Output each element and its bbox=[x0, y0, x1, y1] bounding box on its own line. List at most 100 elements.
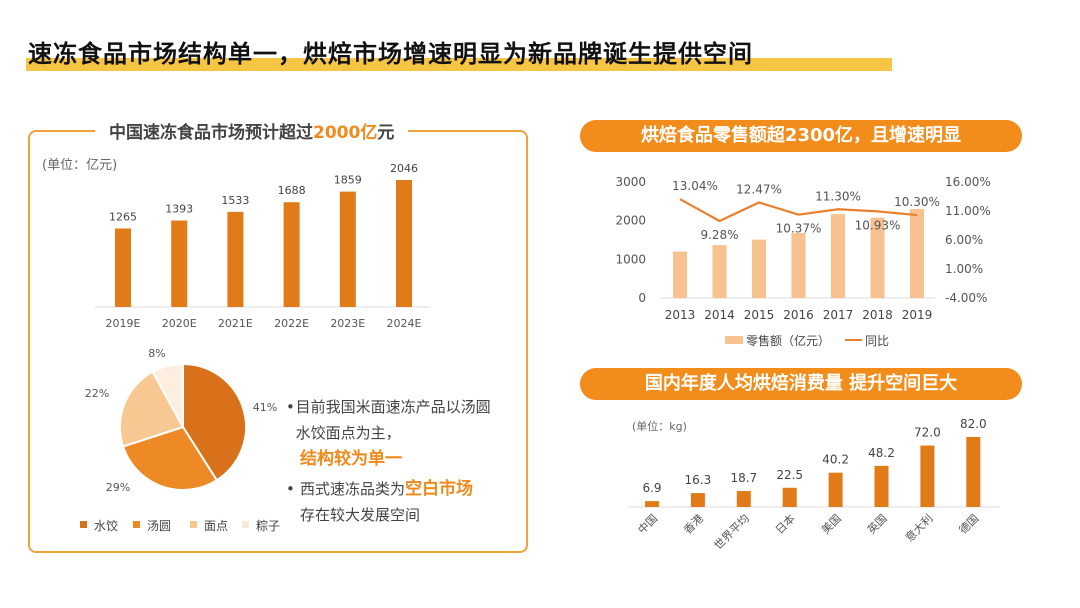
x-tick-香港: 香港 bbox=[681, 512, 706, 537]
growth-label-2014: 9.28% bbox=[700, 228, 738, 242]
data-label-香港: 16.3 bbox=[685, 473, 712, 487]
x-tick-世界平均: 世界平均 bbox=[712, 512, 752, 552]
bar-2017 bbox=[831, 214, 845, 298]
x-tick-2019: 2019 bbox=[902, 308, 933, 322]
growth-label-2018: 10.93% bbox=[855, 218, 901, 232]
bullet-1-highlight: 结构较为单一 bbox=[300, 449, 402, 469]
bar-2019E bbox=[115, 228, 131, 307]
unit-label: (单位：亿元) bbox=[42, 158, 118, 173]
x-tick-2014: 2014 bbox=[704, 308, 735, 322]
legend-swatch-粽子 bbox=[242, 521, 249, 528]
x-tick-中国: 中国 bbox=[635, 512, 660, 537]
legend-swatch-水饺 bbox=[80, 521, 87, 528]
title-suffix: 元 bbox=[377, 123, 395, 143]
bakery-sales-header: 烘焙食品零售额超2300亿，且增速明显 bbox=[580, 120, 1022, 152]
legend-swatch-汤圆 bbox=[133, 521, 140, 528]
pie-slice-汤圆 bbox=[121, 425, 219, 491]
bullet-2-highlight: 空白市场 bbox=[405, 479, 474, 499]
data-label-2024E: 2046 bbox=[390, 162, 418, 175]
bar-2013 bbox=[673, 251, 687, 298]
bar-2019 bbox=[910, 209, 924, 298]
title-highlight bbox=[26, 58, 892, 71]
data-label-英国: 48.2 bbox=[868, 446, 895, 460]
bar-2020E bbox=[171, 220, 188, 307]
x-tick-2019E: 2019E bbox=[106, 317, 141, 330]
x-tick-英国: 英国 bbox=[864, 511, 889, 536]
x-tick-2018: 2018 bbox=[862, 308, 893, 322]
bar-中国 bbox=[645, 501, 659, 507]
data-label-德国: 82.0 bbox=[960, 417, 987, 431]
x-tick-日本: 日本 bbox=[772, 511, 797, 536]
legend-swatch-面点 bbox=[190, 521, 197, 528]
bar-2015 bbox=[752, 239, 766, 298]
legend-swatch-sales bbox=[725, 336, 743, 344]
pie-label-粽子: 8% bbox=[148, 347, 165, 360]
x-tick-2020E: 2020E bbox=[162, 317, 197, 330]
data-label-美国: 40.2 bbox=[822, 453, 849, 467]
x-tick-2016: 2016 bbox=[783, 308, 814, 322]
y2-tick--4.00%: -4.00% bbox=[945, 291, 987, 305]
x-tick-2013: 2013 bbox=[665, 308, 696, 322]
bullet-2: • 西式速冻品类为空白市场 存在较大发展空间 bbox=[286, 476, 516, 528]
bar-意大利 bbox=[920, 445, 935, 507]
bullet-1: • 目前我国米面速冻产品以汤圆水饺面点为主， 结构较为单一 bbox=[286, 394, 501, 472]
kg-unit-label: (单位：kg) bbox=[632, 420, 687, 433]
data-label-日本: 22.5 bbox=[776, 468, 803, 482]
growth-label-2016: 10.37% bbox=[776, 222, 822, 236]
y-tick-3000: 3000 bbox=[615, 175, 646, 189]
pie-slice-面点 bbox=[119, 370, 185, 448]
x-tick-2021E: 2021E bbox=[218, 317, 253, 330]
data-label-2022E: 1688 bbox=[278, 184, 306, 197]
data-label-2023E: 1859 bbox=[334, 174, 362, 187]
pie-label-水饺: 41% bbox=[253, 401, 277, 414]
bar-美国 bbox=[828, 472, 843, 507]
left-panel-title: 中国速冻食品市场预计超过2000亿元 bbox=[95, 118, 409, 143]
legend-label-sales: 零售额（亿元） bbox=[746, 333, 830, 348]
bar-2014 bbox=[712, 245, 727, 298]
growth-label-2013: 13.04% bbox=[672, 179, 718, 193]
title-highlight-text: 2000亿 bbox=[313, 123, 378, 143]
bar-2021E bbox=[227, 211, 244, 307]
data-label-意大利: 72.0 bbox=[914, 426, 941, 440]
bar-日本 bbox=[782, 487, 797, 507]
y-tick-1000: 1000 bbox=[615, 252, 646, 266]
bullet-2-text: 西式速冻品类为 bbox=[300, 480, 406, 498]
bar-世界平均 bbox=[736, 491, 751, 507]
legend-label-粽子: 粽子 bbox=[256, 518, 280, 533]
y2-tick-6.00%: 6.00% bbox=[945, 233, 983, 247]
bullet-2-tail: 存在较大发展空间 bbox=[300, 506, 421, 524]
data-label-中国: 6.9 bbox=[642, 481, 661, 495]
x-tick-2022E: 2022E bbox=[274, 317, 309, 330]
y-tick-2000: 2000 bbox=[615, 214, 646, 228]
bar-2018 bbox=[870, 217, 885, 298]
data-label-世界平均: 18.7 bbox=[730, 471, 757, 485]
per-capita-header: 国内年度人均烘焙消费量 提升空间巨大 bbox=[580, 368, 1022, 400]
legend-label-growth: 同比 bbox=[865, 334, 889, 348]
bullet-1-text: 目前我国米面速冻产品以汤圆水饺面点为主， bbox=[295, 398, 491, 442]
data-label-2019E: 1265 bbox=[109, 210, 137, 223]
bar-英国 bbox=[874, 465, 889, 507]
growth-label-2017: 11.30% bbox=[815, 189, 861, 203]
bar-德国 bbox=[966, 437, 981, 507]
bar-2022E bbox=[283, 202, 300, 307]
x-tick-2023E: 2023E bbox=[330, 317, 365, 330]
bar-2023E bbox=[339, 191, 356, 307]
x-tick-2024E: 2024E bbox=[387, 317, 422, 330]
data-label-2021E: 1533 bbox=[221, 194, 249, 207]
y-tick-0: 0 bbox=[638, 291, 646, 305]
page-title: 速冻食品市场结构单一，烘焙市场增速明显为新品牌诞生提供空间 bbox=[28, 40, 753, 68]
y2-tick-16.00%: 16.00% bbox=[945, 175, 991, 189]
legend-label-汤圆: 汤圆 bbox=[147, 519, 171, 533]
bar-香港 bbox=[690, 493, 705, 507]
y2-tick-1.00%: 1.00% bbox=[945, 262, 983, 276]
growth-label-2015: 12.47% bbox=[736, 182, 782, 196]
title-prefix: 中国速冻食品市场预计超过 bbox=[109, 123, 313, 143]
legend-label-水饺: 水饺 bbox=[94, 518, 118, 533]
legend-label-面点: 面点 bbox=[204, 519, 228, 533]
pie-label-汤圆: 29% bbox=[106, 481, 130, 494]
x-tick-美国: 美国 bbox=[819, 512, 844, 537]
bar-2024E bbox=[396, 180, 412, 307]
growth-line bbox=[679, 198, 918, 223]
x-tick-德国: 德国 bbox=[956, 511, 981, 536]
